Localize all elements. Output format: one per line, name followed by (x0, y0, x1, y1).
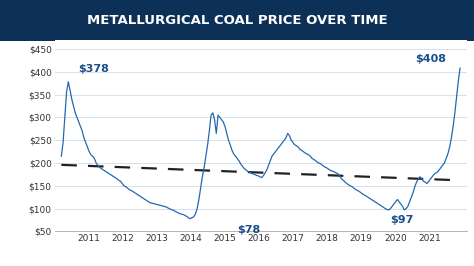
Text: $97: $97 (390, 215, 414, 226)
Text: $78: $78 (237, 225, 260, 235)
Text: $408: $408 (415, 54, 447, 64)
Text: METALLURGICAL COAL PRICE OVER TIME: METALLURGICAL COAL PRICE OVER TIME (87, 14, 387, 27)
Text: $378: $378 (78, 64, 109, 74)
